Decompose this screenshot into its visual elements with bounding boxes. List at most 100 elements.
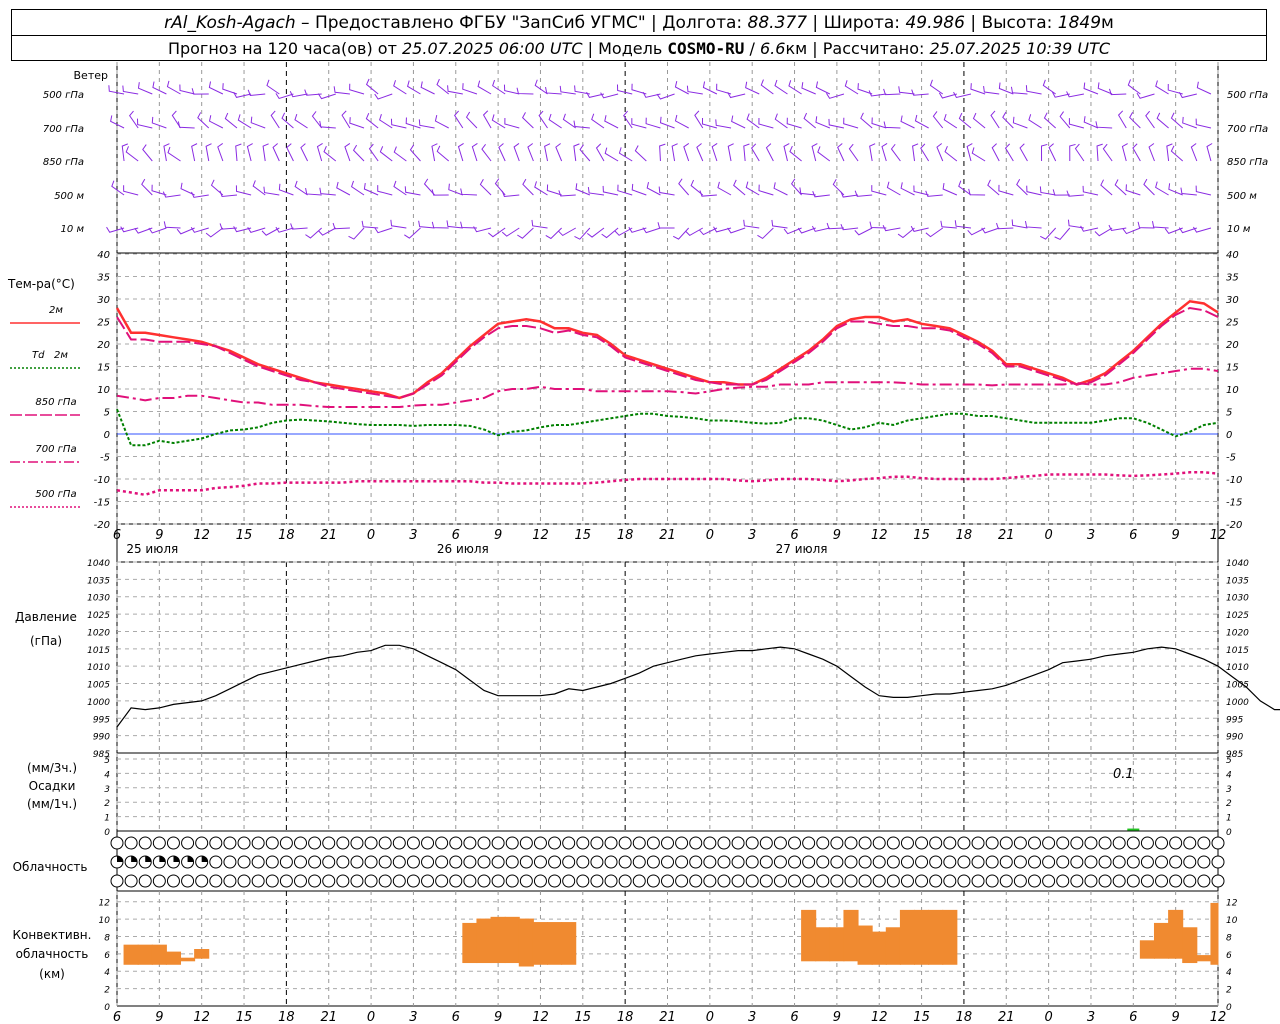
wind-barb: [379, 146, 393, 162]
time-tick-label: 12: [532, 528, 549, 543]
cloud-circle: [392, 855, 406, 869]
conv-bar: [1182, 927, 1198, 964]
wind-barb: [1074, 143, 1085, 162]
wind-barb: [304, 89, 322, 96]
pressure-y-tick: 1035: [1226, 576, 1249, 586]
cloud-circle: [1070, 874, 1084, 888]
conv-bar: [194, 949, 210, 959]
cloud-circle: [449, 874, 463, 888]
wind-barb: [811, 225, 830, 232]
time-tick-label: 0: [1044, 1010, 1052, 1024]
wind-barb: [881, 143, 888, 162]
cloud-circle: [661, 855, 674, 869]
cloud-cell: [999, 855, 1013, 869]
cloud-cell: [646, 855, 660, 869]
wind-barb: [477, 80, 492, 95]
cloud-cell: [308, 836, 322, 850]
pressure-y-tick: 1005: [87, 681, 110, 691]
cloud-cell: [421, 836, 435, 850]
cloud-cell: [392, 855, 406, 869]
cloud-circle: [999, 836, 1013, 850]
wind-barb: [765, 143, 774, 162]
wind-barb: [106, 226, 125, 233]
wind-barb: [281, 112, 294, 129]
cloud-circle: [689, 874, 703, 888]
wind-barb: [1069, 143, 1076, 162]
wind-barb: [171, 110, 181, 129]
conv-y-tick: 12: [99, 899, 111, 909]
cloud-circle: [350, 874, 364, 888]
cloud-circle: [703, 855, 717, 869]
time-tick-label: 12: [193, 1010, 210, 1024]
pressure-y-tick: 1015: [87, 646, 110, 656]
conv-y-tick: 4: [1226, 968, 1232, 978]
wind-barb: [473, 226, 492, 233]
wind-barb: [235, 185, 252, 196]
cloud-cell: [491, 855, 505, 869]
cloud-cell: [223, 836, 237, 850]
wind-barb: [219, 190, 238, 197]
time-tick-label: 18: [278, 1010, 295, 1024]
cloud-cell: [1070, 855, 1084, 869]
cloud-cell: [745, 874, 759, 888]
wind-barb: [1164, 227, 1183, 234]
cloud-cell: [265, 836, 279, 850]
wind-barb: [854, 227, 873, 236]
time-tick-label: 3: [748, 1010, 756, 1024]
wind-barb: [190, 226, 209, 233]
pressure-y-tick: 1000: [87, 698, 110, 708]
cloud-circle: [646, 836, 660, 850]
cloud-circle: [336, 836, 350, 850]
wind-barb: [1083, 82, 1099, 95]
cloud-circle: [1140, 874, 1154, 888]
wind-barb: [431, 221, 449, 229]
time-tick-label: 9: [155, 1010, 163, 1024]
cloud-cell: [477, 836, 491, 850]
wind-barb: [317, 93, 336, 100]
cloud-cell: [364, 855, 378, 869]
wind-barb: [176, 227, 195, 235]
time-tick-label: 6: [1129, 1010, 1137, 1024]
wind-barb: [1067, 219, 1084, 229]
wind-barb: [574, 85, 590, 95]
cloud-circle: [1070, 836, 1084, 850]
cloud-circle: [717, 855, 731, 869]
temp-legend-label: 2м: [54, 350, 68, 361]
wind-barb: [448, 183, 464, 196]
conv-bar: [801, 909, 817, 962]
cloud-cell: [548, 855, 562, 869]
cloud-circle: [915, 874, 929, 888]
time-tick-label: 15: [236, 1010, 253, 1024]
wind-barb: [393, 80, 407, 95]
wind-barb: [746, 113, 760, 129]
precip-label-3: (мм/1ч.): [27, 797, 77, 811]
cloud-cell: [900, 836, 914, 850]
cloud-circle: [971, 874, 985, 888]
wind-barb: [799, 187, 816, 196]
wind-barb: [1002, 111, 1014, 129]
wind-barb: [575, 183, 591, 196]
date-label: 27 июля: [776, 542, 828, 556]
cloud-fill-partial: [117, 856, 123, 862]
cloud-circle: [689, 855, 703, 869]
cloud-cell: [181, 836, 195, 850]
cloud-circle: [900, 836, 914, 850]
wind-barb: [745, 181, 760, 196]
time-tick-label: 12: [1210, 528, 1227, 543]
cloud-circle: [915, 836, 929, 850]
cloud-circle: [279, 836, 293, 850]
precip-y-tick: 5: [104, 756, 110, 766]
cloud-cell: [731, 874, 745, 888]
pressure-y-tick: 1010: [87, 663, 110, 673]
temp-y-tick: -5: [100, 453, 110, 464]
cloud-circle: [322, 855, 336, 869]
time-tick-label: 6: [1129, 528, 1137, 543]
wind-barb: [1156, 112, 1169, 129]
wind-barb: [546, 184, 562, 196]
cloud-cell: [279, 836, 293, 850]
cloud-cell: [604, 836, 618, 850]
cloud-cell: [237, 855, 251, 869]
cloud-circle: [844, 836, 858, 850]
wind-barb: [758, 184, 774, 196]
time-tick-label: 0: [706, 528, 714, 543]
